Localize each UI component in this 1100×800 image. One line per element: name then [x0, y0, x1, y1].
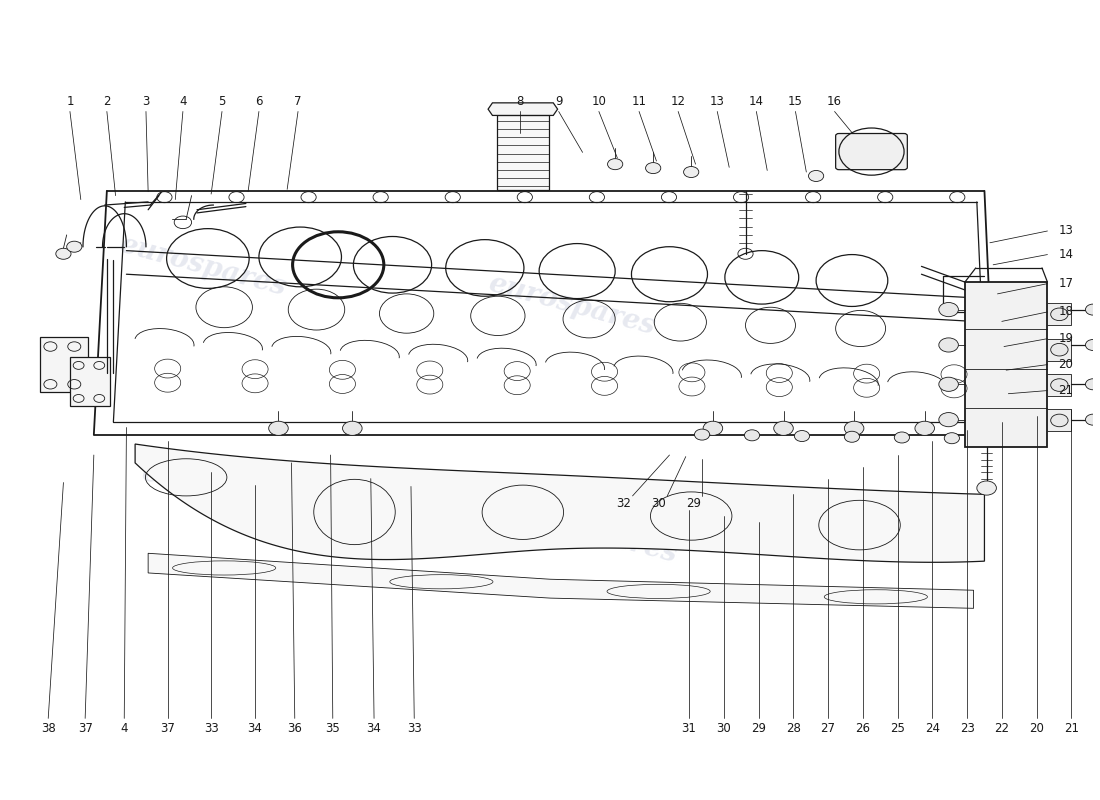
Text: 30: 30 [651, 498, 666, 510]
Polygon shape [965, 282, 1047, 447]
Text: 11: 11 [631, 94, 647, 108]
Text: 14: 14 [1058, 248, 1074, 261]
Circle shape [1050, 414, 1068, 426]
Polygon shape [70, 357, 110, 406]
Text: 37: 37 [78, 722, 92, 735]
Text: 9: 9 [554, 94, 562, 108]
Text: 36: 36 [287, 722, 303, 735]
Text: 27: 27 [821, 722, 836, 735]
Text: 14: 14 [749, 94, 763, 108]
Text: 33: 33 [204, 722, 219, 735]
Circle shape [944, 433, 959, 444]
Circle shape [773, 422, 793, 435]
Text: 24: 24 [925, 722, 939, 735]
Circle shape [1050, 378, 1068, 391]
Polygon shape [135, 444, 984, 562]
Text: 4: 4 [179, 94, 187, 108]
Text: 8: 8 [516, 94, 524, 108]
Circle shape [607, 158, 623, 170]
Polygon shape [40, 337, 88, 392]
Text: 23: 23 [959, 722, 975, 735]
Text: 35: 35 [326, 722, 340, 735]
Circle shape [938, 338, 958, 352]
Text: 20: 20 [1030, 722, 1044, 735]
Circle shape [977, 481, 997, 495]
Polygon shape [488, 103, 558, 115]
Circle shape [1086, 378, 1100, 390]
Circle shape [646, 162, 661, 174]
Text: 30: 30 [716, 722, 732, 735]
Text: 33: 33 [407, 722, 421, 735]
Text: 1: 1 [66, 94, 74, 108]
Text: 31: 31 [682, 722, 696, 735]
Circle shape [938, 302, 958, 317]
Text: 13: 13 [710, 94, 725, 108]
Circle shape [808, 170, 824, 182]
Polygon shape [148, 554, 974, 608]
Text: eurospares: eurospares [485, 270, 658, 341]
Circle shape [683, 166, 698, 178]
Circle shape [845, 422, 864, 435]
Polygon shape [1047, 374, 1071, 396]
Text: 19: 19 [1058, 332, 1074, 345]
Text: 37: 37 [161, 722, 175, 735]
Text: eurospares: eurospares [507, 498, 680, 569]
Text: 20: 20 [1058, 358, 1074, 371]
Circle shape [938, 413, 958, 426]
Text: 34: 34 [366, 722, 382, 735]
Circle shape [915, 422, 935, 435]
FancyBboxPatch shape [836, 134, 908, 170]
Circle shape [268, 422, 288, 435]
Text: 6: 6 [255, 94, 263, 108]
Circle shape [794, 430, 810, 442]
Polygon shape [497, 115, 549, 190]
Circle shape [694, 429, 710, 440]
Text: 4: 4 [121, 722, 128, 735]
Text: 3: 3 [142, 94, 150, 108]
Circle shape [894, 432, 910, 443]
Circle shape [67, 242, 81, 252]
Text: 34: 34 [248, 722, 262, 735]
Text: 13: 13 [1058, 225, 1074, 238]
Text: 29: 29 [686, 498, 701, 510]
Text: 7: 7 [295, 94, 301, 108]
Text: 18: 18 [1058, 306, 1074, 318]
Text: 12: 12 [671, 94, 685, 108]
Text: 15: 15 [788, 94, 803, 108]
Polygon shape [1047, 410, 1071, 431]
Text: 2: 2 [103, 94, 111, 108]
Circle shape [342, 422, 362, 435]
Text: 16: 16 [827, 94, 843, 108]
Circle shape [56, 248, 72, 259]
Text: 25: 25 [890, 722, 905, 735]
Circle shape [1086, 414, 1100, 425]
Text: eurospares: eurospares [138, 459, 310, 530]
Polygon shape [1047, 303, 1071, 326]
Circle shape [845, 431, 859, 442]
Text: 38: 38 [41, 722, 56, 735]
Text: 32: 32 [616, 498, 631, 510]
Circle shape [1086, 304, 1100, 315]
Text: 10: 10 [592, 94, 606, 108]
Text: 5: 5 [218, 94, 226, 108]
Text: 17: 17 [1058, 277, 1074, 290]
Circle shape [1086, 339, 1100, 350]
Circle shape [1050, 343, 1068, 356]
Text: eurospares: eurospares [116, 231, 289, 302]
Circle shape [703, 422, 723, 435]
Circle shape [938, 378, 958, 391]
Text: 21: 21 [1064, 722, 1079, 735]
Text: 29: 29 [751, 722, 766, 735]
Circle shape [745, 430, 760, 441]
Text: 22: 22 [994, 722, 1010, 735]
Text: 28: 28 [785, 722, 801, 735]
Text: 26: 26 [856, 722, 870, 735]
Circle shape [1050, 308, 1068, 321]
Polygon shape [1047, 338, 1071, 361]
Text: 21: 21 [1058, 384, 1074, 397]
